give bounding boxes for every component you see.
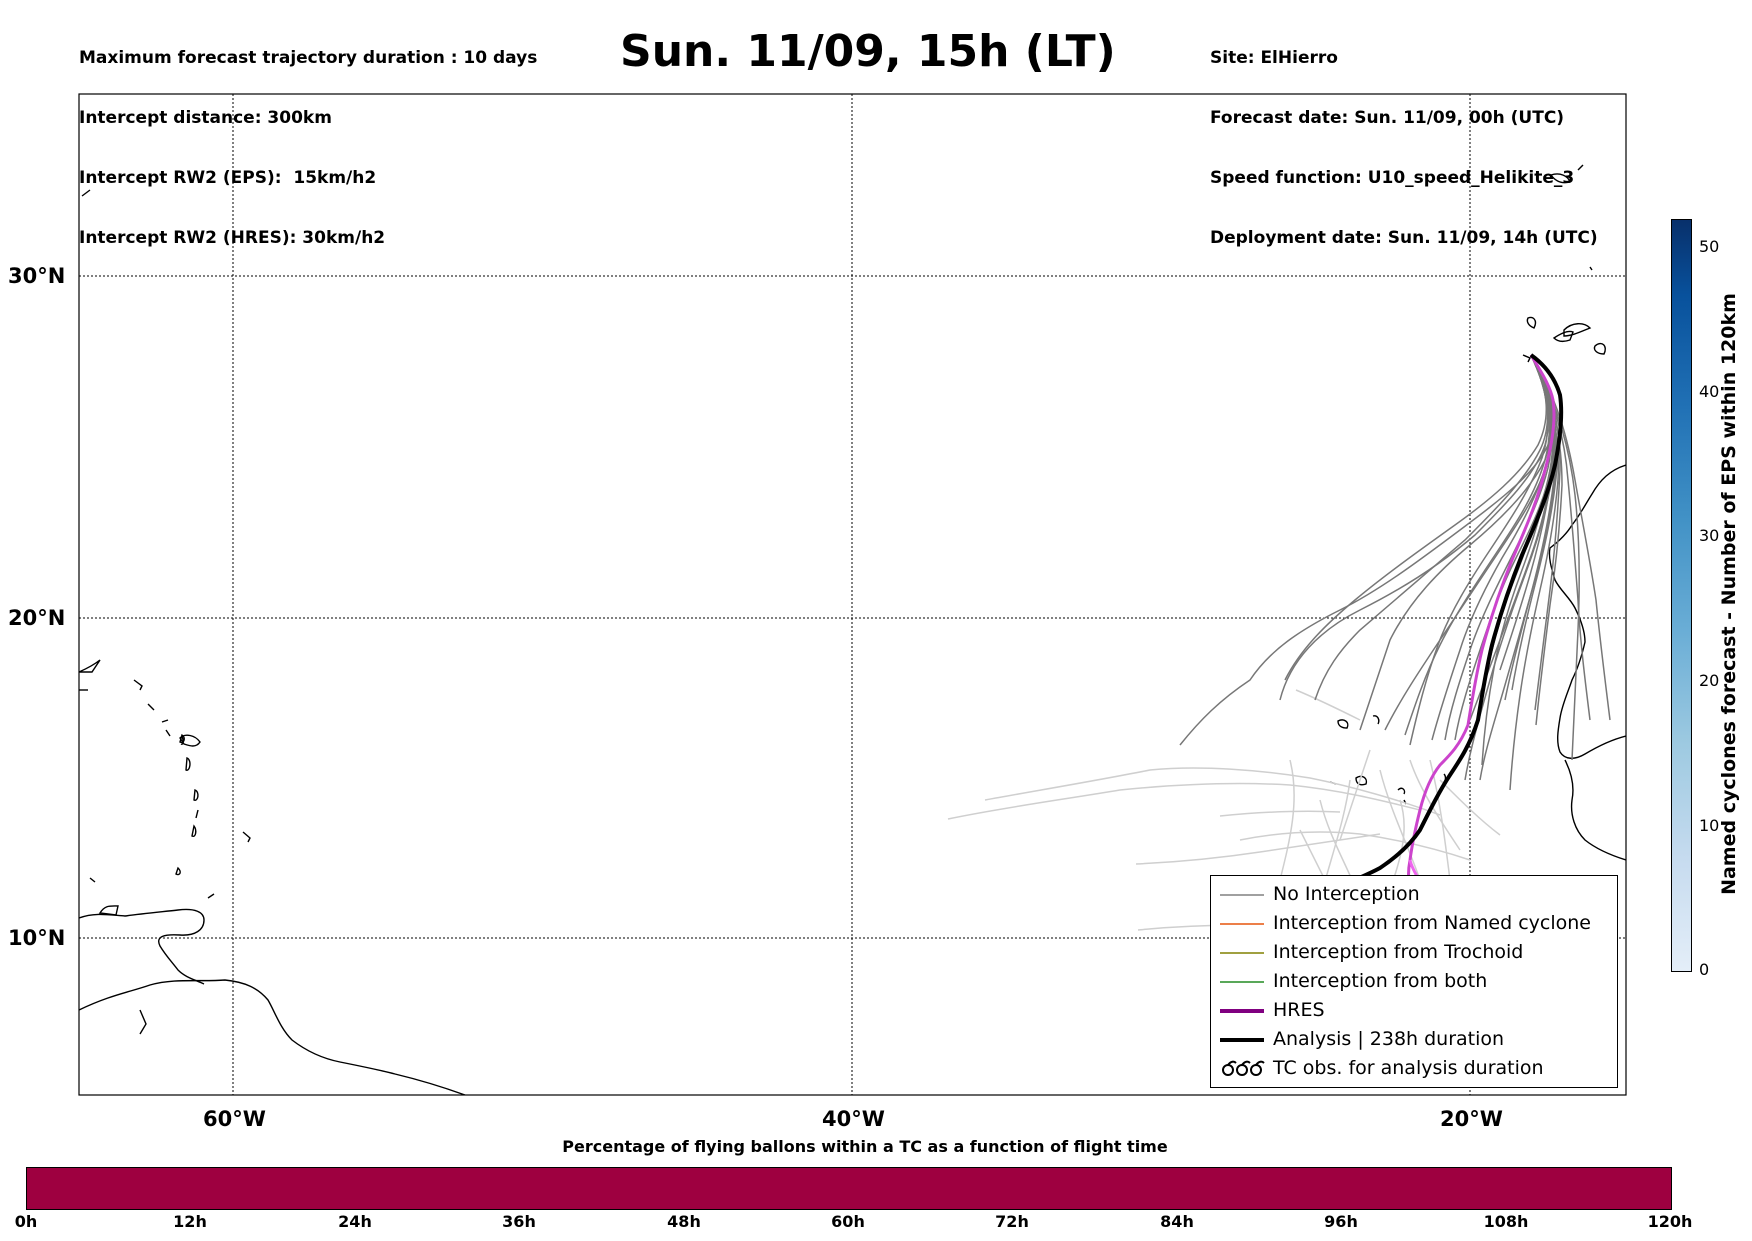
header-right-line: Speed function: U10_speed_Helikite_3 xyxy=(1210,168,1575,188)
colorbar-tick: 10 xyxy=(1699,816,1720,835)
colorbar-tick: 72h xyxy=(995,1212,1029,1231)
legend-label: Interception from both xyxy=(1273,970,1488,992)
legend-item: Interception from Trochoid xyxy=(1211,939,1617,967)
map-frame xyxy=(78,93,1627,1096)
lon-label: 60°W xyxy=(203,1107,266,1131)
header-right-line: Forecast date: Sun. 11/09, 00h (UTC) xyxy=(1210,108,1565,128)
lon-label: 40°W xyxy=(822,1107,885,1131)
colorbar-tick: 24h xyxy=(338,1212,372,1231)
header-right-line: Deployment date: Sun. 11/09, 14h (UTC) xyxy=(1210,228,1598,248)
header-left-line: Intercept RW2 (EPS): 15km/h2 xyxy=(79,168,377,188)
legend-label: Interception from Named cyclone xyxy=(1273,912,1591,934)
tc-symbol-icon xyxy=(1222,1060,1265,1076)
colorbar-tick: 60h xyxy=(831,1212,865,1231)
legend-item: Analysis | 238h duration xyxy=(1211,1026,1617,1054)
lat-label: 30°N xyxy=(8,264,66,288)
colorbar-tick: 36h xyxy=(502,1212,536,1231)
legend-label: HRES xyxy=(1273,999,1325,1021)
header-left-line: Intercept RW2 (HRES): 30km/h2 xyxy=(79,228,386,248)
header-right-line: Site: ElHierro xyxy=(1210,48,1338,68)
coastlines xyxy=(79,164,1626,1095)
map-legend: No Interception Interception from Named … xyxy=(1210,875,1618,1088)
colorbar-tick: 96h xyxy=(1324,1212,1358,1231)
lat-label: 10°N xyxy=(8,926,66,950)
colorbar-tick: 0 xyxy=(1699,960,1710,979)
legend-label: No Interception xyxy=(1273,883,1420,905)
header-info-left: Maximum forecast trajectory duration : 1… xyxy=(79,8,537,268)
colorbar-tick: 40 xyxy=(1699,382,1720,401)
legend-label: Interception from Trochoid xyxy=(1273,941,1524,963)
lat-label: 20°N xyxy=(8,606,66,630)
colorbar-flight-time xyxy=(26,1167,1672,1210)
colorbar-tick: 0h xyxy=(14,1212,38,1231)
map-title: Sun. 11/09, 15h (LT) xyxy=(620,26,1116,77)
trajectories-no-interception xyxy=(1179,354,1611,791)
colorbar-tick: 30 xyxy=(1699,526,1720,545)
legend-item: Interception from Named cyclone xyxy=(1211,910,1617,938)
header-info-right: Site: ElHierro Forecast date: Sun. 11/09… xyxy=(1210,8,1598,268)
analysis-trajectory xyxy=(1334,353,1564,890)
colorbar-tick: 12h xyxy=(173,1212,207,1231)
legend-label: TC obs. for analysis duration xyxy=(1273,1057,1544,1079)
header-left-line: Intercept distance: 300km xyxy=(79,108,332,128)
colorbar-horizontal-title: Percentage of flying ballons within a TC… xyxy=(562,1137,1168,1156)
colorbar-label: Named cyclones forecast - Number of EPS … xyxy=(1718,293,1740,895)
colorbar-tick: 20 xyxy=(1699,671,1720,690)
legend-item: HRES xyxy=(1211,997,1617,1025)
colorbar-tick: 108h xyxy=(1483,1212,1529,1231)
colorbar-eps-count xyxy=(1671,219,1692,972)
lon-label: 20°W xyxy=(1440,1107,1503,1131)
legend-label: Analysis | 238h duration xyxy=(1273,1028,1505,1050)
header-left-line: Maximum forecast trajectory duration : 1… xyxy=(79,48,538,68)
hres-trajectory xyxy=(1407,354,1556,891)
legend-item: TC obs. for analysis duration xyxy=(1211,1055,1617,1083)
colorbar-tick: 120h xyxy=(1647,1212,1693,1231)
legend-item: No Interception xyxy=(1211,881,1617,909)
colorbar-tick: 50 xyxy=(1699,237,1720,256)
colorbar-tick: 48h xyxy=(667,1212,701,1231)
colorbar-tick: 84h xyxy=(1160,1212,1194,1231)
legend-item: Interception from both xyxy=(1211,968,1617,996)
